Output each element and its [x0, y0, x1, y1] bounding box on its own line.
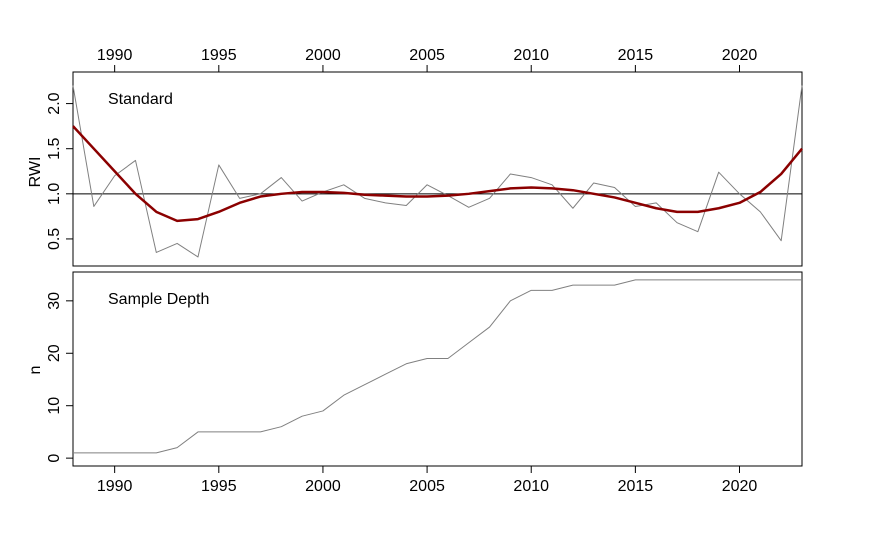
standard-x-tick-label: 1990: [97, 47, 133, 64]
n-axis-label: n: [27, 366, 44, 375]
sample-depth-panel-frame: [72, 271, 803, 467]
standard-y-tick-label: 1.5: [46, 137, 63, 159]
standard-x-tick-label: 2020: [722, 47, 758, 64]
standard-panel-label: Standard: [108, 91, 173, 108]
sample-depth-y-tick-label: 10: [46, 397, 63, 415]
sample-depth-x-tick-label: 1995: [201, 478, 237, 495]
standard-y-tick-label: 0.5: [46, 228, 63, 250]
standard-x-tick-label: 2005: [409, 47, 445, 64]
rwi-axis-label: RWI: [27, 157, 44, 188]
sample-depth-panel-label: Sample Depth: [108, 291, 209, 308]
sample-depth-y-tick-label: 0: [46, 454, 63, 463]
sample-depth-y-tick-label: 20: [46, 344, 63, 362]
sample-depth-x-tick-label: 2010: [513, 478, 549, 495]
sample-depth-depth-series-line: [73, 279, 802, 454]
standard-x-tick-label: 2010: [513, 47, 549, 64]
standard-x-tick-label: 2000: [305, 47, 341, 64]
sample-depth-x-tick-label: 2020: [722, 478, 758, 495]
standard-panel: Standard RWI: [27, 71, 803, 267]
sample-depth-x-tick-label: 1990: [97, 478, 133, 495]
sample-depth-y-tick-label: 30: [46, 292, 63, 310]
standard-x-tick-label: 2015: [618, 47, 654, 64]
standard-y-tick-label: 1.0: [46, 183, 63, 205]
sample-depth-panel: Sample Depth n: [27, 271, 803, 467]
sample-depth-x-tick-label: 2015: [618, 478, 654, 495]
standard-x-tick-label: 1995: [201, 47, 237, 64]
standard-y-tick-label: 2.0: [46, 92, 63, 114]
sample-depth-x-tick-label: 2000: [305, 478, 341, 495]
standard-raw-series-line: [72, 85, 803, 258]
sample-depth-x-tick-label: 2005: [409, 478, 445, 495]
standard-panel-frame: [72, 71, 803, 267]
standard-smooth-series-line: [72, 125, 803, 223]
